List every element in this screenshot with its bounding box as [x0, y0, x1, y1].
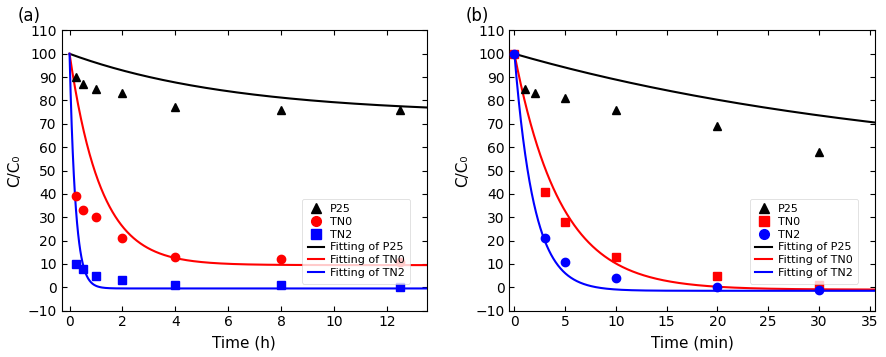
- Text: (b): (b): [465, 7, 489, 25]
- X-axis label: Time (h): Time (h): [213, 335, 276, 350]
- Legend: P25, TN0, TN2, Fitting of P25, Fitting of TN0, Fitting of TN2: P25, TN0, TN2, Fitting of P25, Fitting o…: [750, 198, 859, 283]
- Legend: P25, TN0, TN2, Fitting of P25, Fitting of TN0, Fitting of TN2: P25, TN0, TN2, Fitting of P25, Fitting o…: [302, 198, 410, 283]
- X-axis label: Time (min): Time (min): [650, 335, 734, 350]
- Y-axis label: C/C₀: C/C₀: [455, 154, 470, 187]
- Text: (a): (a): [18, 7, 41, 25]
- Y-axis label: C/C₀: C/C₀: [7, 154, 22, 187]
